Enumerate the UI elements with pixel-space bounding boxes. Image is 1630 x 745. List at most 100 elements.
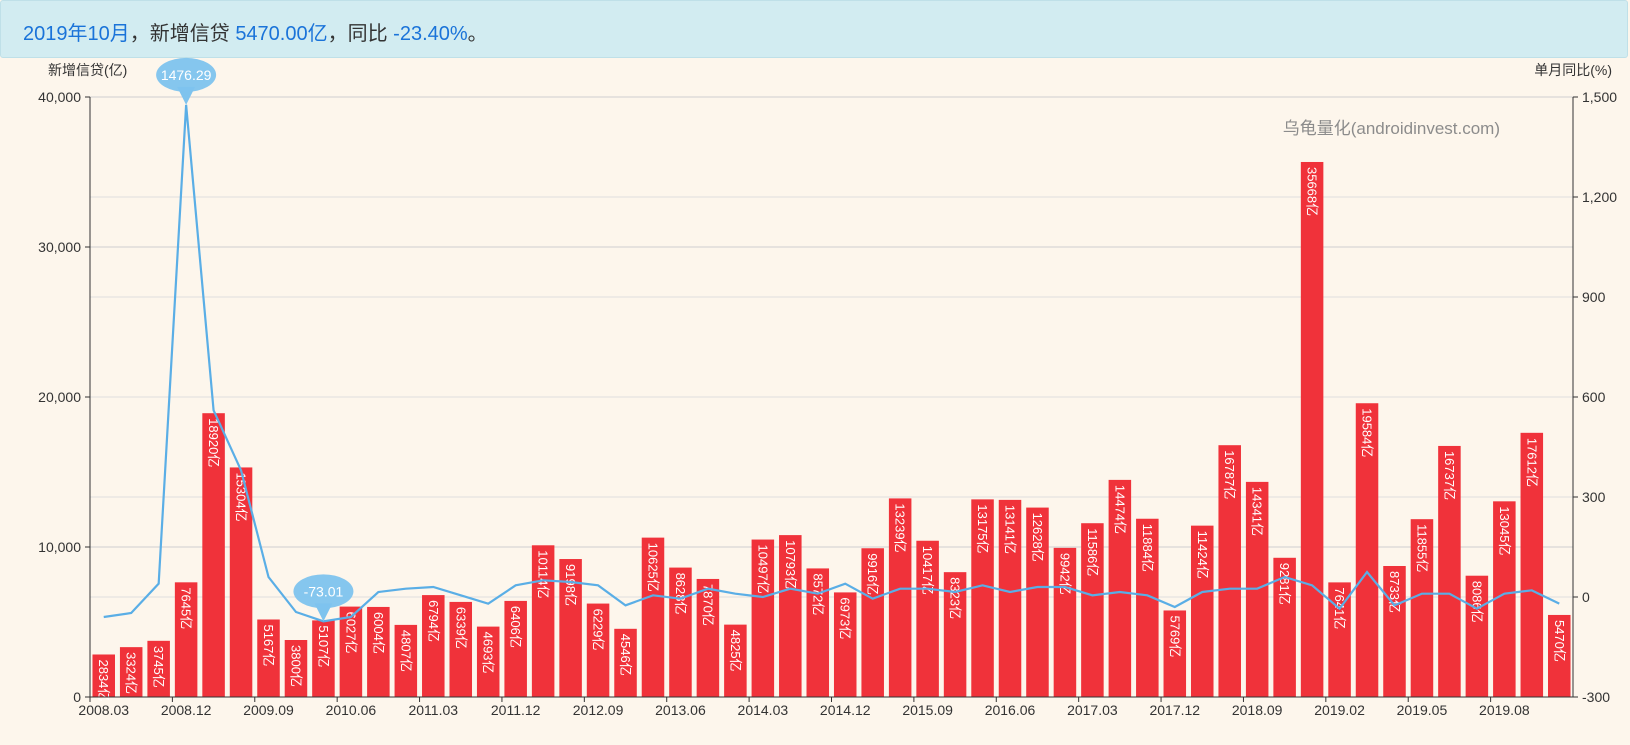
bar-3	[174, 582, 198, 697]
bar-38	[1136, 518, 1159, 697]
bar-label-47: 8733亿	[1387, 571, 1402, 613]
bar-7	[284, 640, 308, 697]
bar-label-7: 3800亿	[288, 645, 303, 687]
summary-end: 。	[467, 23, 488, 45]
bar-52	[1520, 432, 1544, 697]
y-tick-label-right-6: 1,500	[1582, 89, 1617, 105]
bar-9	[339, 606, 363, 697]
summary-sep-2: ，	[327, 23, 348, 45]
bar-23	[724, 624, 747, 697]
y-tick-label-left-4: 40,000	[38, 89, 81, 105]
y-tick-label-left-0: 0	[73, 689, 81, 705]
bar-label-50: 8086亿	[1469, 581, 1484, 623]
bar-22	[696, 578, 720, 697]
x-tick-label-15: 2019.02	[1314, 702, 1365, 718]
bar-label-48: 11855亿	[1414, 524, 1429, 572]
x-tick-label-6: 2012.09	[573, 702, 624, 718]
y-tick-label-right-5: 1,200	[1582, 189, 1617, 205]
bar-label-31: 8323亿	[948, 577, 963, 619]
summary-banner: 2019年10月，新增信贷 5470.00亿，同比 -23.40%。	[0, 0, 1628, 58]
bar-label-11: 4807亿	[398, 630, 413, 672]
bar-label-28: 9916亿	[865, 553, 880, 595]
x-tick-label-11: 2016.06	[985, 702, 1036, 718]
bar-label-40: 11424亿	[1195, 531, 1210, 579]
marker-label-0: 1476.29	[161, 67, 212, 83]
bar-label-13: 6339亿	[453, 607, 468, 649]
bar-label-34: 12628亿	[1030, 513, 1045, 562]
bar-31	[943, 572, 967, 697]
bar-label-14: 4693亿	[481, 632, 496, 674]
bar-label-51: 13045亿	[1497, 506, 1512, 555]
x-tick-label-2: 2009.09	[243, 702, 294, 718]
marker-label-1: -73.01	[304, 583, 344, 599]
bar-label-42: 14341亿	[1250, 487, 1265, 536]
bar-label-19: 4546亿	[618, 634, 633, 676]
bar-label-38: 11884亿	[1140, 524, 1155, 572]
bar-label-46: 19584亿	[1360, 408, 1375, 457]
marker-bubble-0	[156, 57, 217, 92]
bar-label-35: 9942亿	[1057, 553, 1072, 595]
bar-51	[1493, 501, 1516, 697]
y-tick-label-left-2: 20,000	[38, 389, 81, 405]
grid-lines	[90, 96, 1573, 598]
bar-34	[1026, 507, 1049, 697]
bar-15	[504, 600, 527, 697]
bar-12	[422, 595, 445, 697]
x-tick-label-12: 2017.03	[1067, 702, 1118, 718]
bar-13	[449, 601, 473, 697]
bar-label-44: 35668亿	[1305, 167, 1320, 216]
bar-10	[367, 606, 390, 697]
bar-4	[202, 413, 225, 697]
x-tick-label-13: 2017.12	[1149, 702, 1200, 718]
summary-label-yoy: 同比	[347, 23, 394, 45]
bars-group	[92, 161, 1571, 698]
bar-label-29: 13239亿	[893, 503, 908, 552]
bar-36	[1081, 523, 1104, 697]
bar-label-49: 16737亿	[1442, 451, 1457, 500]
x-tick-label-10: 2015.09	[902, 702, 953, 718]
bar-18	[586, 603, 610, 697]
bar-label-18: 6229亿	[591, 609, 606, 651]
bar-27	[833, 592, 857, 697]
bar-label-37: 14474亿	[1112, 485, 1127, 534]
marker-1: -73.01	[293, 574, 354, 622]
bar-labels-group: 2834亿 3324亿 3745亿 7645亿 18920亿 15304亿 5167亿 380…	[96, 167, 1567, 701]
bar-label-36: 11586亿	[1085, 528, 1100, 576]
bar-label-24: 10497亿	[755, 545, 770, 594]
bar-label-23: 4825亿	[728, 630, 743, 672]
bar-41	[1218, 445, 1241, 697]
bar-label-5: 15304亿	[234, 472, 249, 521]
bar-29	[888, 498, 912, 697]
bar-label-30: 10417亿	[920, 546, 935, 595]
bar-label-10: 6004亿	[371, 612, 386, 654]
bar-21	[669, 567, 692, 697]
yoy-line-group: 1476.29 -73.01	[103, 57, 1560, 623]
bar-24	[751, 539, 775, 697]
bar-6	[257, 619, 280, 697]
yoy-line	[103, 104, 1560, 623]
bar-label-16: 10114亿	[536, 550, 551, 598]
marker-bubble-1	[293, 574, 354, 609]
bar-label-25: 10793亿	[783, 540, 798, 589]
x-tick-label-7: 2013.06	[655, 702, 706, 718]
bar-2	[147, 640, 170, 697]
bar-16	[531, 545, 555, 697]
x-tick-label-1: 2008.12	[161, 702, 212, 718]
bar-5	[229, 467, 253, 697]
bar-39	[1163, 610, 1187, 697]
y-tick-label-left-3: 30,000	[38, 239, 81, 255]
bar-label-53: 5470亿	[1552, 620, 1567, 662]
bar-32	[971, 499, 994, 697]
bar-0	[92, 654, 115, 697]
bar-label-3: 7645亿	[179, 587, 194, 629]
x-tick-label-17: 2019.08	[1479, 702, 1530, 718]
bar-37	[1108, 479, 1132, 697]
summary-sep-1: ，	[129, 23, 150, 45]
x-tick-label-3: 2010.06	[326, 702, 377, 718]
bar-45	[1328, 582, 1351, 697]
bar-label-12: 6794亿	[426, 600, 441, 642]
bar-14	[476, 626, 500, 697]
axes-group: 0 10,000 20,000 30,000 40,000 -300 0 300 600 900 1…	[38, 89, 1617, 718]
bar-53	[1548, 614, 1571, 697]
